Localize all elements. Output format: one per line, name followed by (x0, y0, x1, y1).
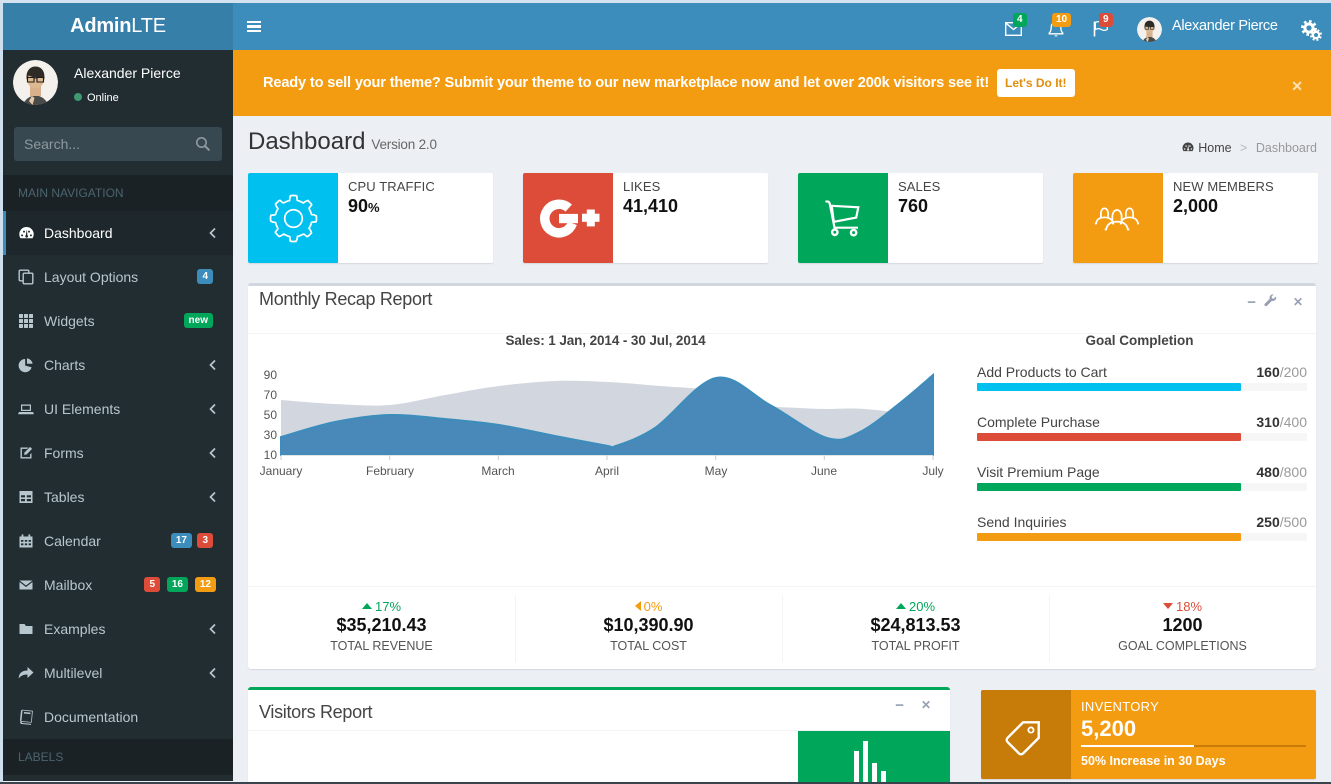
svg-text:30: 30 (264, 428, 278, 442)
svg-text:10: 10 (264, 448, 278, 462)
svg-text:February: February (366, 464, 414, 478)
svg-text:March: March (481, 464, 514, 478)
svg-text:70: 70 (264, 388, 278, 402)
svg-text:June: June (811, 464, 837, 478)
svg-text:April: April (595, 464, 619, 478)
svg-text:50: 50 (264, 408, 278, 422)
svg-text:January: January (260, 464, 303, 478)
svg-text:90: 90 (264, 368, 278, 382)
svg-text:July: July (922, 464, 943, 478)
svg-text:May: May (705, 464, 728, 478)
